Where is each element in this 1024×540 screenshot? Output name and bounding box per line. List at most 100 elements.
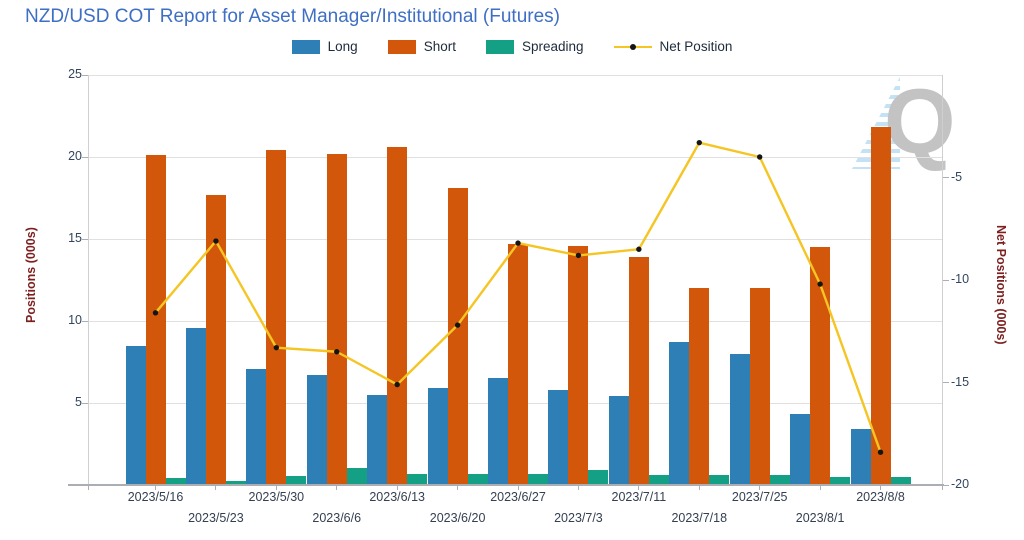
legend-item-long: Long: [291, 39, 358, 54]
legend-item-net-position: Net Position: [613, 39, 733, 54]
left-axis-tick-label: 25: [68, 67, 82, 81]
bar-short: [628, 257, 649, 485]
x-axis-corner-tick: [87, 485, 89, 490]
bar-spreading: [165, 478, 186, 485]
bar-long: [790, 414, 811, 485]
bar-spreading: [346, 467, 367, 485]
left-axis-tick-label: 5: [75, 395, 82, 409]
left-axis-tick-label: 20: [68, 149, 82, 163]
bar-long: [669, 342, 690, 485]
x-axis-category-label: 2023/6/13: [369, 490, 425, 504]
bar-long: [488, 378, 509, 485]
bar-long: [125, 345, 146, 485]
net-position-point: [273, 344, 280, 351]
x-axis-category-label: 2023/7/11: [611, 490, 667, 504]
left-axis-tick: [82, 320, 88, 322]
right-axis-tick-label: -20: [951, 477, 970, 491]
bar-short: [689, 288, 710, 485]
bar-spreading: [286, 475, 307, 485]
legend-swatch-icon: [387, 39, 416, 54]
bar-spreading: [769, 475, 790, 485]
bar-long: [729, 353, 750, 485]
right-axis-tick: [942, 484, 949, 486]
right-axis-tick: [942, 177, 949, 178]
x-axis-tick: [336, 485, 338, 490]
x-axis-tick: [155, 485, 156, 490]
legend-swatch-icon: [291, 39, 320, 54]
bar-spreading: [528, 473, 549, 485]
right-axis-tick-label: -15: [951, 374, 970, 389]
plot-right-border: [942, 75, 943, 485]
x-axis-tick: [698, 485, 700, 490]
bar-long: [427, 388, 448, 485]
left-axis-tick: [82, 156, 88, 158]
bar-short: [266, 150, 287, 485]
x-axis-tick: [275, 485, 277, 490]
bar-short: [508, 243, 529, 485]
legend-label: Short: [423, 39, 456, 54]
net-position-point: [213, 238, 219, 244]
bar-long: [306, 375, 327, 485]
right-axis-tick: [942, 279, 949, 281]
right-axis-tick-label: -10: [951, 272, 970, 286]
right-axis-tick: [942, 382, 949, 383]
net-position-point: [394, 381, 400, 388]
legend-label: Net Position: [659, 39, 733, 54]
x-axis-category-label: 2023/8/8: [856, 490, 905, 504]
legend-item-short: Short: [387, 39, 456, 54]
x-axis-tick: [880, 485, 882, 490]
bar-spreading: [709, 475, 730, 485]
net-position-point: [152, 310, 159, 316]
bar-spreading: [588, 470, 609, 485]
right-axis-tick-label: -5: [951, 169, 963, 184]
x-axis-category-label: 2023/7/25: [731, 490, 788, 504]
legend-label: Spreading: [521, 39, 584, 54]
x-axis-tick: [638, 485, 640, 490]
net-position-point: [817, 281, 823, 287]
x-axis-category-label: 2023/5/16: [127, 490, 184, 504]
bar-long: [548, 389, 569, 485]
net-position-point: [757, 154, 763, 160]
x-axis-tick: [517, 485, 519, 490]
x-axis-tick: [577, 485, 579, 490]
x-axis-category-label: 2023/5/23: [188, 511, 244, 525]
net-position-point: [454, 322, 461, 328]
x-axis-category-label: 2023/7/18: [671, 511, 728, 525]
bar-short: [326, 153, 347, 485]
gridline: [88, 74, 942, 76]
plot-left-border: [88, 75, 89, 485]
x-axis-category-label: 2023/6/20: [429, 511, 486, 525]
right-axis-title: Net Positions (000s): [994, 225, 1008, 345]
watermark-q-logo: Q: [884, 71, 956, 173]
gridline: [88, 238, 942, 240]
left-axis-tick: [82, 402, 88, 404]
bar-short: [870, 127, 891, 485]
left-axis-tick-label: 10: [68, 313, 82, 327]
x-axis-category-label: 2023/5/30: [248, 490, 305, 504]
x-axis-category-label: 2023/7/3: [554, 511, 603, 525]
gridline: [88, 156, 942, 158]
bar-short: [749, 288, 770, 485]
net-position-point: [575, 252, 582, 259]
bar-long: [367, 394, 388, 485]
legend-line-marker-icon: [613, 40, 652, 54]
bar-spreading: [225, 480, 246, 485]
bar-short: [447, 188, 468, 485]
legend: Long Short Spreading Net Position: [0, 39, 1024, 54]
legend-label: Long: [327, 39, 358, 54]
bar-spreading: [407, 473, 428, 485]
bar-spreading: [830, 476, 851, 485]
x-axis-line: [68, 484, 944, 486]
x-axis-category-label: 2023/6/27: [490, 490, 546, 504]
net-position-point: [334, 349, 340, 355]
net-position-point: [877, 449, 884, 455]
legend-swatch-icon: [485, 39, 514, 54]
bar-short: [145, 155, 166, 485]
x-axis-corner-tick: [941, 485, 943, 490]
bar-long: [608, 396, 629, 485]
x-axis-tick: [457, 485, 459, 490]
bar-long: [246, 368, 267, 485]
bar-spreading: [890, 476, 911, 485]
